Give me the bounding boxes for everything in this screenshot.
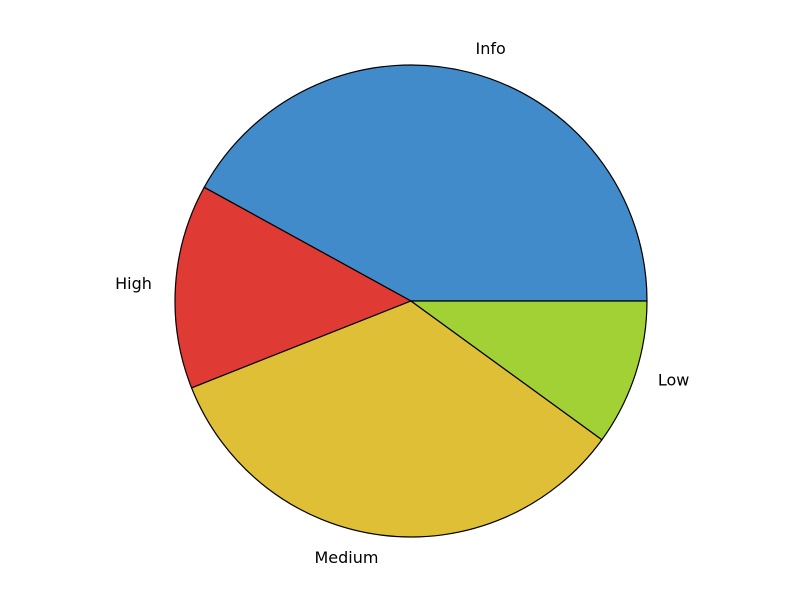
pie-label-info: Info — [476, 39, 506, 58]
pie-slice-low — [410, 300, 648, 441]
pie-label-low: Low — [658, 371, 690, 390]
pie-label-medium: Medium — [314, 548, 378, 567]
pie-labels: Info High Medium Low — [115, 39, 689, 567]
pie-label-high: High — [115, 274, 152, 293]
pie-slices — [174, 64, 648, 538]
pie-slice-info — [203, 64, 648, 302]
pie-slice-high — [174, 186, 412, 389]
pie-slice-medium — [190, 300, 603, 538]
